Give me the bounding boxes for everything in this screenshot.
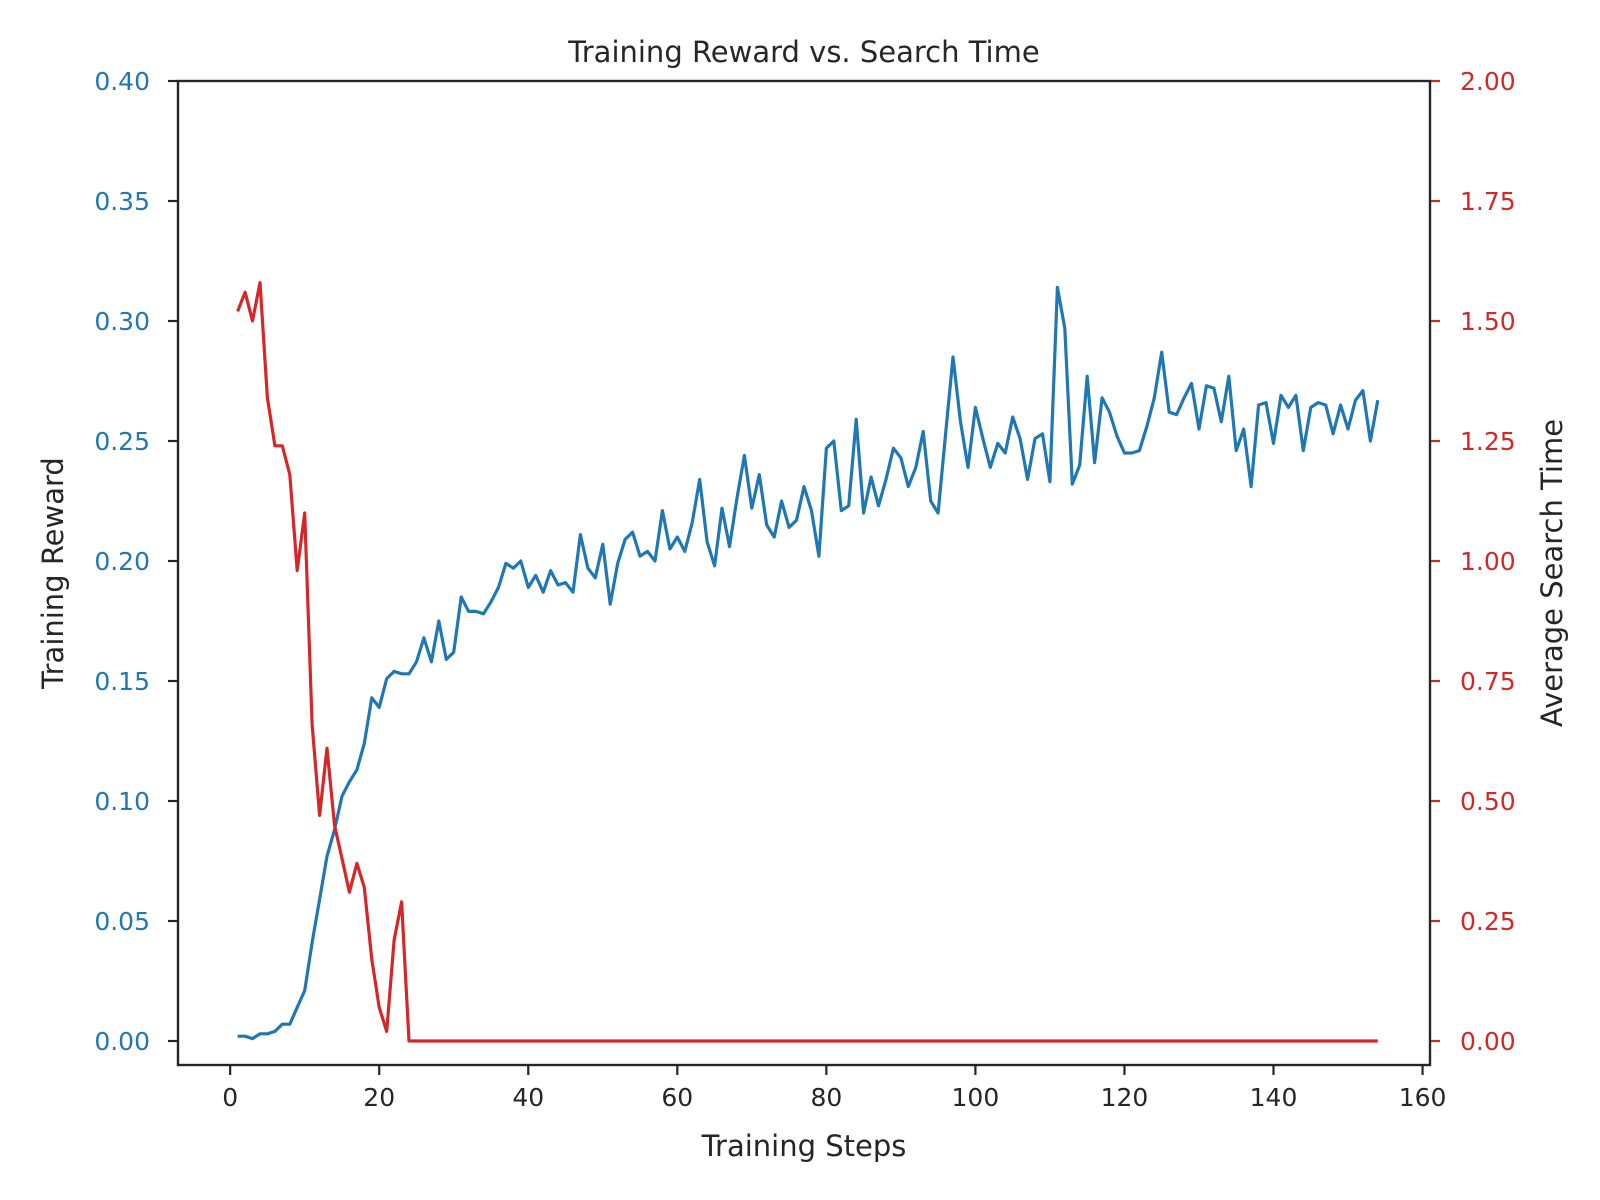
left-y-tick-label: 0.30 [94,307,150,336]
x-tick-label: 140 [1250,1083,1298,1112]
x-tick-label: 60 [661,1083,693,1112]
left-y-tick-label: 0.15 [94,667,150,696]
right-y-tick-label: 1.25 [1460,427,1516,456]
left-y-axis-label: Training Reward [36,457,70,690]
plot-frame [176,79,1432,1067]
average-search-time-line [236,281,1378,1043]
left-y-tick-label: 0.25 [94,427,150,456]
right-y-tick-label: 0.50 [1460,787,1516,816]
chart-title: Training Reward vs. Search Time [567,35,1039,69]
left-y-tick-label: 0.00 [94,1027,150,1056]
x-tick-label: 40 [512,1083,544,1112]
series-layer [236,281,1380,1043]
right-y-tick-label: 1.00 [1460,547,1516,576]
x-tick-label: 120 [1101,1083,1149,1112]
x-axis-label: Training Steps [701,1129,907,1163]
x-tick-label: 160 [1399,1083,1447,1112]
right-y-tick-label: 2.00 [1460,67,1516,96]
right-y-tick-label: 0.75 [1460,667,1516,696]
left-y-tick-label: 0.10 [94,787,150,816]
left-y-tick-label: 0.35 [94,187,150,216]
ticks-layer: 0 20 40 60 80 100 120 140 160 0.00 0.05 0.10 0.15 0.2… [94,67,1515,1112]
right-y-tick-label: 0.25 [1460,907,1516,936]
right-y-tick-label: 1.50 [1460,307,1516,336]
right-y-axis-label: Average Search Time [1535,419,1569,727]
training-reward-line [237,285,1380,1041]
left-y-tick-label: 0.20 [94,547,150,576]
x-tick-label: 100 [952,1083,1000,1112]
left-y-tick-label: 0.40 [94,67,150,96]
right-y-tick-label: 1.75 [1460,187,1516,216]
right-y-tick-label: 0.00 [1460,1027,1516,1056]
x-tick-label: 20 [363,1083,395,1112]
x-tick-label: 80 [810,1083,842,1112]
left-y-tick-label: 0.05 [94,907,150,936]
x-tick-label: 0 [222,1083,238,1112]
